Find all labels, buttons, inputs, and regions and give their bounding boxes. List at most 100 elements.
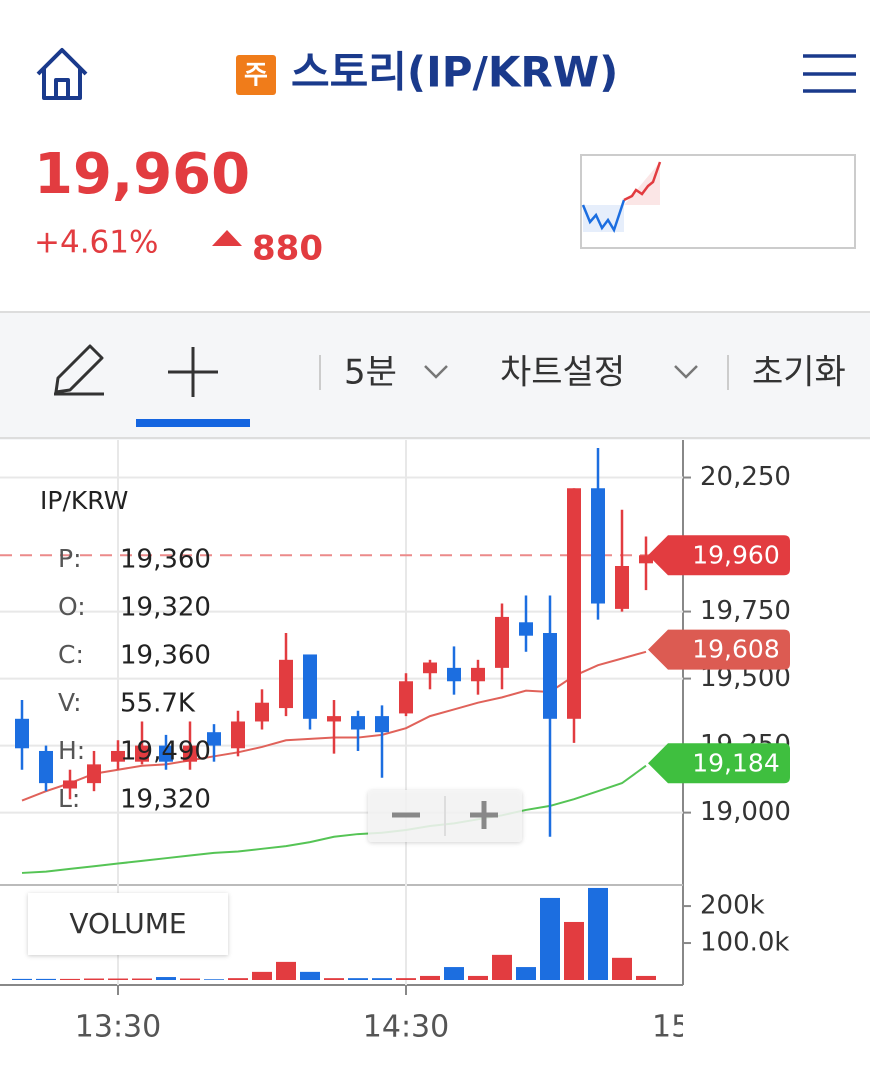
- x-tick-label: 14:30: [363, 1010, 449, 1045]
- candle-body: [471, 667, 485, 682]
- candle-body: [183, 745, 197, 762]
- volume-bar: [420, 975, 440, 980]
- active-tab-indicator: [136, 419, 250, 427]
- volume-bar: [228, 978, 248, 980]
- candle-body: [567, 488, 581, 719]
- market-badge: [236, 55, 276, 95]
- y-tick-label: 19,000: [700, 797, 791, 827]
- volume-bar: [612, 957, 632, 980]
- volume-bar: [372, 978, 392, 980]
- candle-body: [135, 745, 149, 762]
- draw-tool[interactable]: [54, 344, 104, 396]
- candle-body: [375, 716, 389, 733]
- change-pct: +4.61%: [34, 225, 158, 261]
- menu-button[interactable]: [803, 54, 856, 93]
- volume-bar: [516, 967, 536, 980]
- candle-body: [255, 702, 269, 722]
- volume-bar: [12, 978, 32, 980]
- x-tick-label: 13:30: [75, 1010, 161, 1045]
- volume-tick-label: 200k: [700, 891, 765, 921]
- legend-key: O:: [58, 592, 86, 621]
- candle-body: [159, 745, 173, 762]
- zoom-control[interactable]: [368, 790, 522, 842]
- volume-bar: [300, 971, 320, 980]
- volume-bar: [396, 978, 416, 980]
- candle-body: [447, 667, 461, 682]
- volume-bar: [588, 887, 608, 980]
- up-arrow: [212, 230, 242, 246]
- volume-bar: [132, 978, 152, 980]
- volume-bar: [84, 978, 104, 980]
- volume-bar: [444, 967, 464, 980]
- legend-key: P:: [58, 544, 82, 573]
- volume-bar: [180, 978, 200, 980]
- candle-body: [591, 488, 605, 604]
- price-tag-label: 19,608: [692, 635, 779, 664]
- volume-tick-label: 100.0k: [700, 928, 790, 958]
- volume-bar: [252, 971, 272, 980]
- price-tag-label: 19,184: [692, 748, 779, 777]
- volume-bar: [540, 897, 560, 980]
- legend-value: 19,320: [120, 593, 211, 623]
- candle-body: [639, 555, 653, 564]
- legend-value: 19,360: [120, 641, 211, 671]
- volume-bar: [204, 979, 224, 980]
- volume-bar: [468, 975, 488, 980]
- volume-button-label: VOLUME: [69, 907, 186, 940]
- volume-bar: [156, 977, 176, 980]
- y-tick-label: 19,750: [700, 596, 791, 626]
- price-tag: [648, 743, 790, 784]
- legend-value: 19,360: [120, 545, 211, 575]
- candle-body: [111, 750, 125, 762]
- y-tick-label: 20,250: [700, 462, 791, 492]
- candle-body: [615, 565, 629, 609]
- mini-chart[interactable]: [580, 154, 856, 249]
- candle-body: [327, 716, 341, 722]
- candle-body: [207, 732, 221, 746]
- candle-body: [351, 716, 365, 730]
- volume-bar: [636, 975, 656, 980]
- volume-bar: [348, 978, 368, 980]
- title: 스토리(IP/KRW): [291, 48, 618, 97]
- price-tag-label: 19,960: [692, 540, 779, 569]
- volume-bar: [108, 978, 128, 980]
- moving-average: [21, 764, 647, 874]
- home-button[interactable]: [36, 48, 88, 100]
- volume-bar: [276, 961, 296, 980]
- volume-bar: [36, 978, 56, 980]
- legend-symbol: IP/KRW: [40, 486, 128, 515]
- price-tag: [648, 629, 790, 670]
- interval-select[interactable]: 5분: [344, 353, 397, 393]
- badge-text: 주: [244, 61, 268, 91]
- crosshair-tool[interactable]: [168, 347, 218, 397]
- candle-body: [519, 622, 533, 636]
- candle-body: [279, 659, 293, 709]
- reset-button[interactable]: 초기화: [752, 353, 846, 393]
- legend-value: 55.7K: [120, 689, 196, 719]
- candle-body: [39, 750, 53, 784]
- legend-key: C:: [58, 640, 84, 669]
- candle-body: [495, 616, 509, 668]
- chevron: [424, 365, 448, 379]
- volume-button[interactable]: [28, 893, 228, 955]
- x-tick-label: 15: [652, 1010, 690, 1045]
- candle-body: [87, 764, 101, 784]
- volume-bar: [60, 978, 80, 980]
- legend-key: L:: [58, 784, 80, 813]
- candle-body: [423, 662, 437, 674]
- legend-value: 19,490: [120, 737, 211, 767]
- volume-bar: [492, 954, 512, 980]
- volume-bar: [324, 978, 344, 980]
- legend-value: 19,320: [120, 785, 211, 815]
- candle-body: [63, 780, 77, 789]
- candle-body: [543, 633, 557, 719]
- legend-key: V:: [58, 688, 82, 717]
- candle-body: [303, 654, 317, 719]
- chart-settings[interactable]: 차트설정: [500, 353, 625, 393]
- candle-body: [231, 721, 245, 749]
- chevron: [674, 365, 698, 379]
- volume-bar: [564, 921, 584, 980]
- candle-body: [399, 681, 413, 714]
- candle-body: [15, 718, 29, 749]
